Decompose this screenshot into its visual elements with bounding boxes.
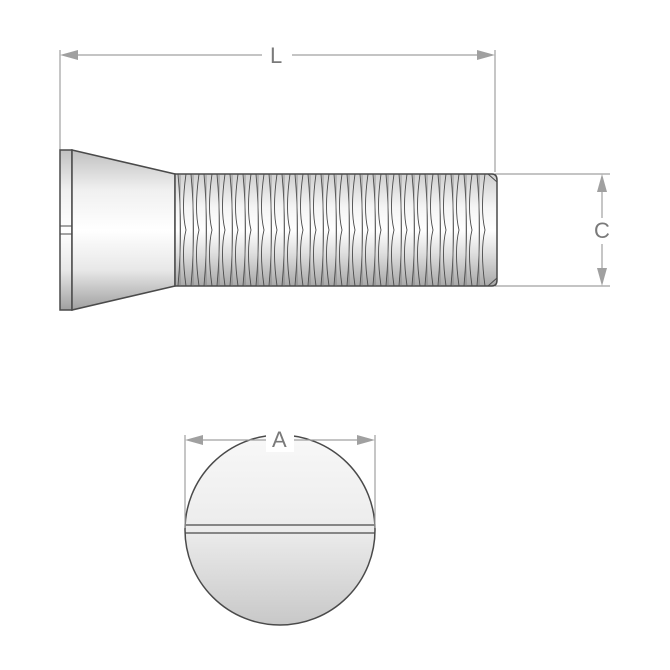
screw-head-front-view bbox=[185, 435, 375, 625]
label-C: C bbox=[594, 218, 610, 243]
label-A: A bbox=[272, 427, 287, 452]
dimension-L: L bbox=[60, 42, 495, 172]
dimension-C: C bbox=[495, 174, 616, 286]
label-L: L bbox=[270, 43, 282, 68]
screw-side-view bbox=[60, 150, 497, 310]
technical-drawing-svg: L C bbox=[0, 0, 670, 670]
diagram-container: L C bbox=[0, 0, 670, 670]
